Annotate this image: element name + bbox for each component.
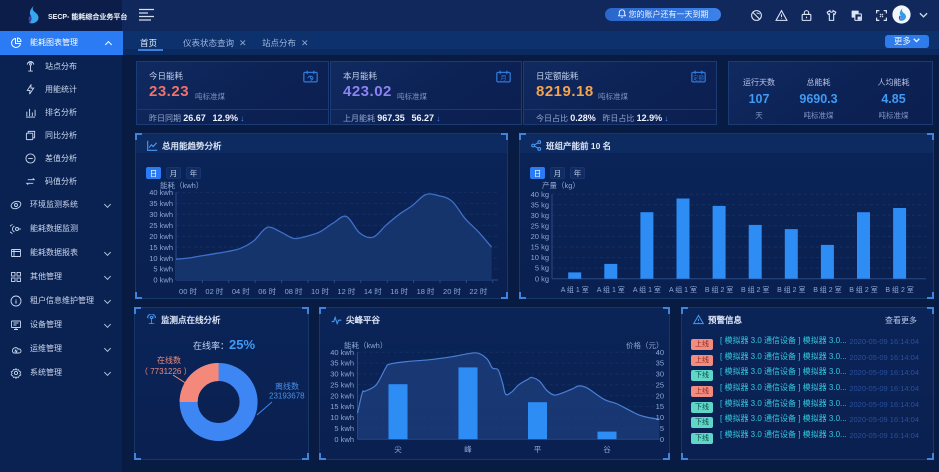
svg-text:00 时: 00 时: [179, 286, 197, 296]
svg-text:15 kg: 15 kg: [531, 243, 549, 252]
svg-text:16 时: 16 时: [390, 286, 408, 296]
svg-text:)): )): [153, 314, 155, 318]
svg-text:10 kg: 10 kg: [531, 253, 549, 262]
svg-text:23193678: 23193678: [269, 392, 305, 401]
svg-text:尖: 尖: [394, 444, 402, 454]
svg-text:10: 10: [656, 413, 664, 422]
svg-text:5 kg: 5 kg: [535, 264, 549, 273]
svg-text:5 kwh: 5 kwh: [153, 265, 173, 274]
svg-text:0: 0: [660, 435, 664, 444]
svg-text:20 kwh: 20 kwh: [330, 391, 354, 400]
svg-text:25 kwh: 25 kwh: [330, 380, 354, 389]
svg-text:20 时: 20 时: [443, 286, 461, 296]
svg-text:A 组 1 室: A 组 1 室: [633, 285, 661, 294]
svg-text:25 kg: 25 kg: [531, 222, 549, 231]
svg-text:离线数: 离线数: [275, 381, 299, 391]
svg-text:A 组 1 室: A 组 1 室: [669, 285, 697, 294]
svg-text:10 kwh: 10 kwh: [149, 254, 173, 263]
svg-text:在线数: 在线数: [157, 355, 181, 365]
svg-text:平: 平: [534, 445, 542, 454]
svg-text:35 kwh: 35 kwh: [330, 359, 354, 368]
svg-text:06 时: 06 时: [258, 286, 276, 296]
svg-text:5: 5: [660, 424, 664, 433]
svg-text:（ 7731226 ）: （ 7731226 ）: [140, 367, 192, 376]
svg-text:谷: 谷: [603, 445, 611, 454]
svg-text:18 时: 18 时: [417, 286, 435, 296]
svg-text:10 kwh: 10 kwh: [330, 413, 354, 422]
svg-text:25: 25: [656, 380, 664, 389]
svg-text:30 kwh: 30 kwh: [149, 210, 173, 219]
svg-text:0 kwh: 0 kwh: [334, 435, 354, 444]
svg-text:10 时: 10 时: [311, 286, 329, 296]
svg-text:15 kwh: 15 kwh: [330, 402, 354, 411]
svg-text:A 组 1 室: A 组 1 室: [597, 285, 625, 294]
svg-text:30: 30: [656, 370, 664, 379]
svg-text:15: 15: [656, 402, 664, 411]
svg-text:04 时: 04 时: [232, 286, 250, 296]
svg-text:30 kwh: 30 kwh: [330, 370, 354, 379]
svg-text:14 时: 14 时: [364, 286, 382, 296]
svg-text:20 kg: 20 kg: [531, 232, 549, 241]
svg-text:B 组 2 室: B 组 2 室: [885, 285, 913, 294]
svg-text:40: 40: [656, 348, 664, 357]
svg-text:35: 35: [656, 359, 664, 368]
svg-text:40 kwh: 40 kwh: [149, 188, 173, 197]
svg-text:20 kwh: 20 kwh: [149, 232, 173, 241]
svg-text:20: 20: [656, 391, 664, 400]
svg-text:0 kwh: 0 kwh: [153, 276, 173, 285]
svg-text:40 kg: 40 kg: [531, 190, 549, 199]
svg-text:02 时: 02 时: [205, 286, 223, 296]
svg-text:B 组 2 室: B 组 2 室: [777, 285, 805, 294]
svg-text:峰: 峰: [464, 444, 472, 454]
svg-text:08 时: 08 时: [285, 286, 303, 296]
svg-text:5 kwh: 5 kwh: [334, 424, 354, 433]
svg-text:B 组 2 室: B 组 2 室: [813, 285, 841, 294]
svg-text:定额: 定额: [693, 74, 704, 82]
svg-text:B 组 2 室: B 组 2 室: [705, 285, 733, 294]
svg-text:15 kwh: 15 kwh: [149, 243, 173, 252]
svg-text:30 kg: 30 kg: [531, 211, 549, 220]
svg-text:A 组 1 室: A 组 1 室: [561, 285, 589, 294]
svg-text:22 时: 22 时: [469, 286, 487, 296]
svg-text:B 组 2 室: B 组 2 室: [849, 285, 877, 294]
svg-text:月: 月: [500, 74, 506, 82]
svg-text:B 组 2 室: B 组 2 室: [741, 285, 769, 294]
svg-text:12 时: 12 时: [337, 286, 355, 296]
svg-text:35 kwh: 35 kwh: [149, 199, 173, 208]
svg-text:((: ((: [147, 314, 150, 318]
svg-text:35 kg: 35 kg: [531, 200, 549, 209]
svg-text:25 kwh: 25 kwh: [149, 221, 173, 230]
svg-text:40 kwh: 40 kwh: [330, 348, 354, 357]
svg-text:0 kg: 0 kg: [535, 274, 549, 283]
